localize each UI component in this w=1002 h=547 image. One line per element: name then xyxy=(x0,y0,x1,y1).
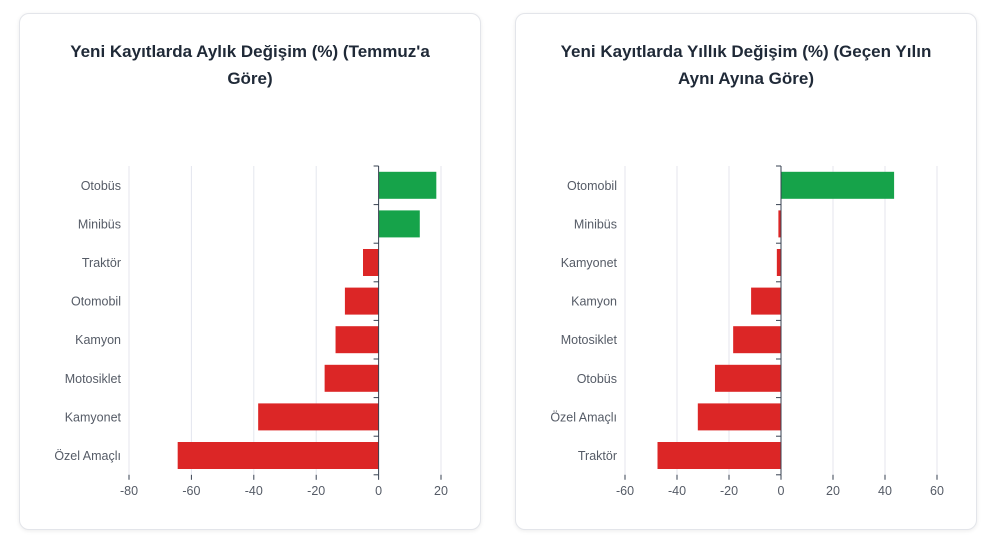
category-label-otobus: Otobüs xyxy=(577,372,617,386)
category-label-traktor: Traktör xyxy=(82,256,121,270)
x-tick-label: 0 xyxy=(778,484,785,498)
category-label-kamyon: Kamyon xyxy=(571,295,617,309)
bar-otobus xyxy=(714,364,781,392)
bar-otobus xyxy=(378,171,437,199)
bar-minibus xyxy=(378,210,420,238)
category-label-kamyonet: Kamyonet xyxy=(65,410,122,424)
monthly-change-title: Yeni Kayıtlarda Aylık Değişim (%) (Temmu… xyxy=(70,42,430,88)
x-tick-label: -60 xyxy=(616,484,634,498)
category-label-otobus: Otobüs xyxy=(81,179,121,193)
category-label-kamyonet: Kamyonet xyxy=(561,256,618,270)
x-tick-label: 0 xyxy=(375,484,382,498)
bar-kamyon xyxy=(751,287,781,315)
bar-kamyonet xyxy=(776,249,781,276)
category-label-ozel-amacli: Özel Amaçlı xyxy=(54,449,121,463)
x-tick-label: -20 xyxy=(307,484,325,498)
category-label-minibus: Minibüs xyxy=(78,217,121,231)
x-tick-label: -40 xyxy=(668,484,686,498)
category-label-ozel-amacli: Özel Amaçlı xyxy=(550,410,617,424)
bar-minibus xyxy=(778,210,781,238)
category-label-otomobil: Otomobil xyxy=(71,295,121,309)
x-tick-label: 20 xyxy=(826,484,840,498)
x-tick-label: 60 xyxy=(930,484,944,498)
bar-motosiklet xyxy=(733,326,781,354)
x-tick-label: -60 xyxy=(182,484,200,498)
x-tick-label: -80 xyxy=(120,484,138,498)
category-label-motosiklet: Motosiklet xyxy=(65,372,122,386)
category-label-kamyon: Kamyon xyxy=(75,333,121,347)
bar-traktor xyxy=(363,249,379,276)
category-label-motosiklet: Motosiklet xyxy=(561,333,618,347)
x-tick-label: 40 xyxy=(878,484,892,498)
x-tick-label: 20 xyxy=(434,484,448,498)
category-label-traktor: Traktör xyxy=(578,449,617,463)
yearly-change-chart: Otomobil Minibüs Kamyonet Kamyon Motosiklet O… xyxy=(550,165,944,498)
category-label-minibus: Minibüs xyxy=(574,217,617,231)
bar-otomobil xyxy=(781,171,895,199)
bar-traktor xyxy=(657,442,781,469)
x-tick-label: -20 xyxy=(720,484,738,498)
yearly-change-card: Yeni Kayıtlarda Yıllık Değişim (%) (Geçe… xyxy=(515,13,977,530)
monthly-change-chart: Otobüs Minibüs Traktör Otomobil Kamyon Motosi… xyxy=(54,165,448,498)
bar-ozel-amacli xyxy=(177,442,379,469)
bar-ozel-amacli xyxy=(697,403,781,431)
x-tick-label: -40 xyxy=(245,484,263,498)
bar-kamyon xyxy=(335,326,379,354)
yearly-change-title: Yeni Kayıtlarda Yıllık Değişim (%) (Geçe… xyxy=(560,42,932,88)
monthly-change-card: Yeni Kayıtlarda Aylık Değişim (%) (Temmu… xyxy=(19,13,481,530)
bar-motosiklet xyxy=(324,364,379,392)
bar-otomobil xyxy=(344,287,379,315)
category-label-otomobil: Otomobil xyxy=(567,179,617,193)
bar-kamyonet xyxy=(258,403,379,431)
